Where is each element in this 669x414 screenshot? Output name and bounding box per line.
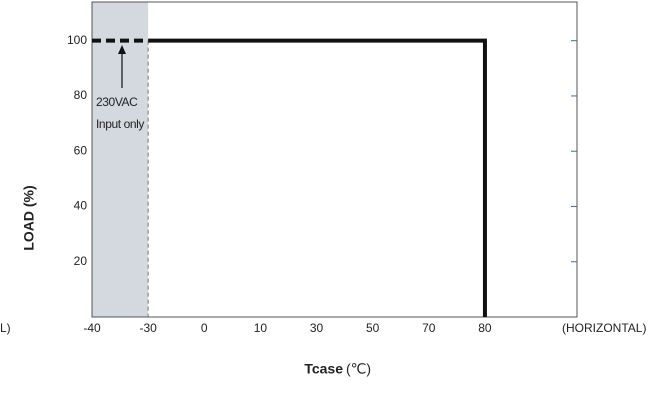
y-tick-label: 100	[67, 33, 87, 47]
plot-frame	[92, 2, 577, 317]
x-tick-label: 50	[366, 321, 380, 335]
annotation-text: Input only	[96, 117, 144, 131]
derating-line	[148, 41, 485, 317]
y-tick-label: 60	[74, 143, 88, 157]
y-tick-label: 40	[74, 199, 88, 213]
x-left-note: L)	[0, 321, 11, 335]
x-tick-label: -40	[83, 321, 101, 335]
y-tick-label: 80	[74, 88, 88, 102]
y-tick-label: 20	[74, 254, 88, 268]
annotation-text: 230VAC	[96, 95, 138, 109]
x-tick-label: 80	[478, 321, 492, 335]
x-tick-label: 0	[201, 321, 208, 335]
x-axis-label: Tcase	[304, 361, 343, 377]
chart: LOAD (%) Tcase (℃) L) (HORIZONTAL) 20 40 6…	[0, 0, 669, 414]
x-tick-label: 70	[422, 321, 436, 335]
x-right-note: (HORIZONTAL)	[562, 321, 646, 335]
shaded-region	[92, 2, 148, 317]
x-tick-label: -30	[139, 321, 157, 335]
x-tick-label: 10	[254, 321, 268, 335]
y-axis-label: LOAD (%)	[21, 185, 37, 250]
x-tick-label: 30	[310, 321, 324, 335]
x-axis-unit: (℃)	[346, 361, 371, 377]
